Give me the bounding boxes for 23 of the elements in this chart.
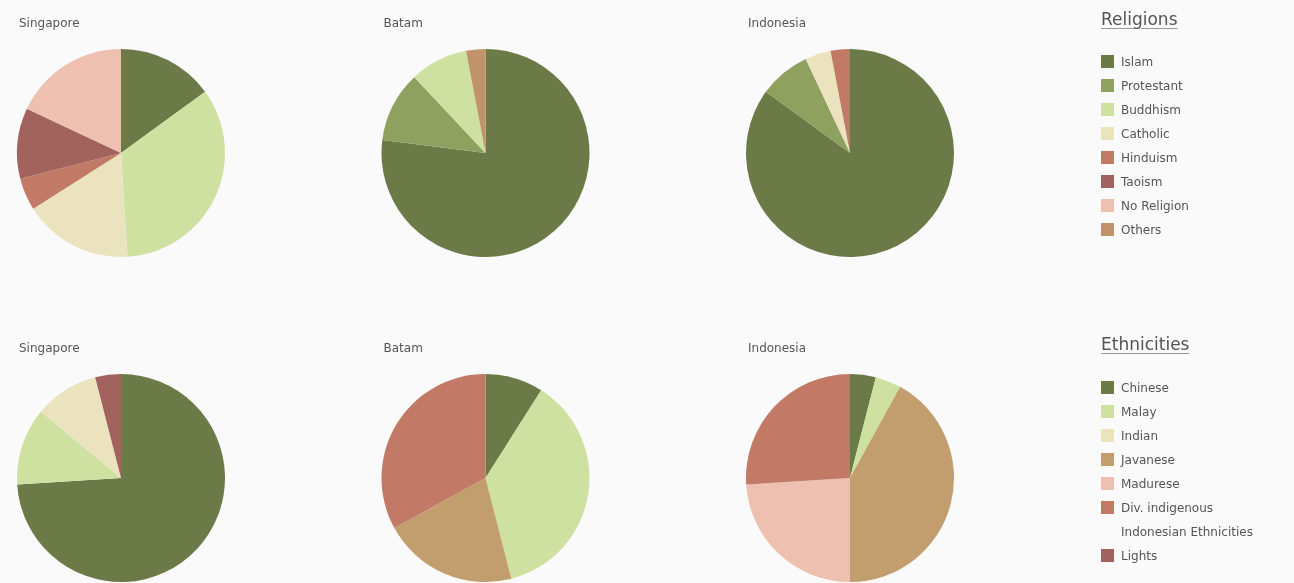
legend-label: Islam bbox=[1121, 54, 1154, 71]
slice-label: Batam bbox=[383, 341, 423, 355]
legend-label: Div. indigenous Indonesian Ethnicities bbox=[1121, 500, 1254, 541]
legend-label: Malay bbox=[1121, 404, 1157, 421]
legend-label: Protestant bbox=[1121, 78, 1183, 95]
slice-label: Indonesia bbox=[748, 341, 807, 355]
slice-label: Singapore bbox=[19, 341, 80, 355]
legend-label: Lights bbox=[1121, 548, 1158, 565]
legend-label: Catholic bbox=[1121, 126, 1170, 143]
slice-label: Batam bbox=[383, 16, 423, 30]
legend-label: Hinduism bbox=[1121, 150, 1178, 167]
legend-label: Others bbox=[1121, 222, 1162, 239]
slice-label: Indonesia bbox=[748, 16, 807, 30]
legend-label: Chinese bbox=[1121, 380, 1169, 397]
legend-label: Javanese bbox=[1121, 452, 1175, 469]
legend-label: Indian bbox=[1121, 428, 1159, 445]
legend-title: Ethnicities bbox=[1101, 334, 1190, 354]
legend-label: Taoism bbox=[1121, 174, 1163, 191]
legend-label: Madurese bbox=[1121, 476, 1180, 493]
legend-title: Religions bbox=[1101, 9, 1178, 29]
legend-label: Buddhism bbox=[1121, 102, 1181, 119]
slice-label: Singapore bbox=[19, 16, 80, 30]
legend-label: No Religion bbox=[1121, 198, 1189, 215]
